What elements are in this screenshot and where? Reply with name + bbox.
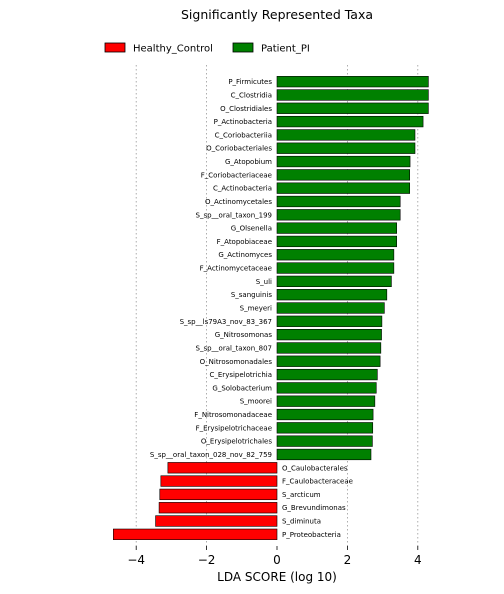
bar-label: G_Olsenella [231, 225, 272, 233]
bar-label: C_Clostridia [231, 91, 272, 99]
x-axis-ticks: −4 −2 0 2 4 [127, 546, 422, 567]
bar-label: F_Erysipelotrichaceae [196, 424, 272, 432]
bar-label: C_Coriobacteriia [215, 131, 272, 139]
bar [276, 102, 429, 114]
bar-label: G_Brevundimonas [282, 504, 346, 512]
bar [276, 275, 392, 287]
bar [276, 302, 385, 314]
bar [167, 462, 278, 474]
bar [276, 195, 401, 208]
legend-swatch-healthy-control [104, 42, 126, 53]
bar [276, 395, 376, 407]
bar [276, 329, 382, 341]
bar [158, 502, 278, 514]
bar-label: G_Nitrosomonas [215, 331, 273, 339]
bar-label: O_Clostridiales [220, 105, 272, 113]
x-tick-label: −2 [198, 553, 216, 567]
bar-label: F_Nitrosomonadaceae [194, 411, 272, 419]
bar-label: O_Caulobacterales [282, 464, 348, 472]
bar [276, 315, 383, 327]
bar-label: S_meyeri [240, 305, 272, 313]
bar-label: S_sanguinis [231, 291, 273, 299]
bar [276, 129, 416, 141]
bar [276, 289, 388, 301]
bar [276, 155, 411, 168]
bar [276, 209, 401, 221]
bar [276, 435, 373, 447]
bar-label: F_Caulobacteraceae [282, 478, 353, 486]
bar [276, 262, 395, 274]
bar-label: P_Actinobacteria [214, 118, 272, 126]
legend-label-healthy-control: Healthy_Control [133, 44, 213, 55]
x-tick-label: 2 [344, 553, 352, 567]
bar [276, 142, 416, 154]
bar [276, 355, 381, 367]
legend-label-patient-pi: Patient_PI [261, 44, 310, 55]
bar-label: F_Atopobiaceae [217, 238, 272, 246]
bar-label: S_moorei [240, 398, 272, 406]
bars [113, 76, 429, 540]
chart-title: Significantly Represented Taxa [181, 7, 373, 22]
bar [159, 488, 278, 501]
bar [276, 408, 374, 421]
bar-label: S_arcticum [282, 491, 321, 499]
bar-label: F_Coriobacteriaceae [201, 171, 272, 179]
bar-label: P_Firmicutes [228, 78, 272, 86]
bar-label: S_sp__oral_taxon_199 [196, 211, 272, 219]
x-tick-label: −4 [127, 553, 145, 567]
bar-label: C_Actinobacteria [213, 185, 272, 193]
bar-label: G_Actinomyces [218, 251, 272, 259]
x-tick-label: 4 [414, 553, 422, 567]
bar [113, 528, 278, 540]
bar [276, 448, 372, 461]
bar-label: O_Actinomycetales [205, 198, 272, 206]
bar [276, 382, 377, 394]
legend: Healthy_Control Patient_PI [104, 42, 310, 55]
bar-label: O_Nitrosomonadales [200, 358, 273, 366]
bar-label: S_uli [256, 278, 272, 286]
bar [276, 249, 395, 261]
bar [276, 115, 424, 128]
bar-label: O_Coriobacteriales [206, 145, 272, 153]
bar-label: S_diminuta [282, 518, 321, 526]
bar-label: G_Solobacterium [212, 384, 272, 392]
bar-label: C_Erysipelotrichia [210, 371, 273, 379]
bar [155, 515, 278, 527]
bar-label: P_Proteobacteria [282, 531, 341, 539]
bar [276, 422, 374, 434]
bar-label: S_sp__ls79A3_nov_83_367 [180, 318, 272, 326]
bar-label: O_Erysipelotrichales [201, 438, 272, 446]
bar [276, 169, 411, 181]
bar [276, 235, 397, 248]
bar-label: S_sp__oral_taxon_028_nov_82_759 [150, 451, 272, 459]
bar [276, 76, 429, 88]
bar-label: G_Atopobium [225, 158, 272, 166]
category-labels: P_Firmicutes C_Clostridia O_Clostridiales P… [150, 78, 353, 539]
bar [276, 89, 429, 101]
bar [276, 368, 378, 381]
bar-label: S_sp__oral_taxon_807 [196, 344, 272, 352]
bar [276, 222, 397, 234]
bar-label: F_Actinomycetaceae [200, 265, 272, 273]
x-axis-label: LDA SCORE (log 10) [217, 570, 337, 584]
bar [276, 182, 411, 194]
legend-swatch-patient-pi [232, 42, 254, 53]
x-tick-label: 0 [273, 553, 281, 567]
bar [160, 475, 278, 487]
bar [276, 342, 382, 354]
